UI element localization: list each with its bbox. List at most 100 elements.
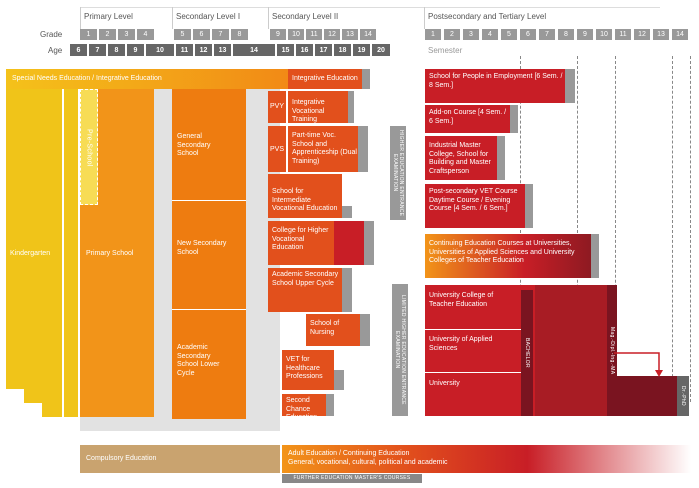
- semester-cell: 10: [596, 29, 612, 40]
- integrative-vt-label: Integrative Vocational Training: [292, 99, 325, 123]
- secondary-divider: [172, 309, 246, 310]
- new-secondary-text: New Secondary School: [177, 240, 227, 256]
- age-row: 6 7 8 9 10 11 12 13 14 15 16 17 18 19 20: [70, 44, 390, 56]
- arrow-icon: [614, 352, 663, 377]
- university-area-dark: [535, 285, 607, 416]
- level-divider: [424, 7, 425, 29]
- level-secondary1: Secondary Level I: [176, 12, 241, 21]
- integrative-vt-block: Integrative Vocational Training: [288, 91, 348, 123]
- intermediate-voc-block: School for Intermediate Vocational Educa…: [268, 174, 342, 218]
- age-cell: 11: [176, 44, 193, 56]
- semester-cell: 13: [653, 29, 669, 40]
- school-nursing-label: School of Nursing: [310, 320, 340, 336]
- grade-cell: 7: [212, 29, 229, 40]
- age-cell: 14: [233, 44, 275, 56]
- semester-cell: 2: [444, 29, 460, 40]
- second-chance-block: Second Chance Education: [282, 394, 326, 421]
- add-on-end: [510, 105, 518, 133]
- header-line: [80, 7, 660, 8]
- age-cell: 10: [146, 44, 174, 56]
- semester-cell: 4: [482, 29, 498, 40]
- school-people-employment-label: School for People in Employment [6 Sem. …: [429, 73, 563, 89]
- grade-cell: 5: [174, 29, 191, 40]
- higher-edu-exam-bar: HIGHER EDUCATION ENTRANCE EXAMINATION: [390, 126, 406, 220]
- special-needs-label: Special Needs Education / Integrative Ed…: [12, 75, 162, 82]
- secondary-divider: [172, 200, 246, 201]
- uni-divider: [425, 372, 521, 373]
- semester-guide: [690, 56, 691, 402]
- postsec-vet-block: Post-secondary VET Course Daytime Course…: [425, 184, 525, 228]
- grade-row-secondary1: 5 6 7 8: [174, 29, 248, 40]
- integrative-edu-end: [362, 69, 370, 89]
- grade-cell: 10: [288, 29, 304, 40]
- integrative-edu-block: Integrative Education: [288, 69, 362, 89]
- kindergarten-step: [24, 389, 62, 403]
- age-cell: 9: [127, 44, 144, 56]
- semester-guide: [520, 56, 521, 402]
- level-divider: [172, 7, 173, 29]
- university-label: University: [429, 380, 460, 387]
- semester-cell: 9: [577, 29, 593, 40]
- grade-cell: 14: [360, 29, 376, 40]
- college-higher-voc-label: College for Higher Vocational Education: [272, 227, 329, 251]
- continuing-edu-end: [591, 234, 599, 278]
- college-higher-voc-block: College for Higher Vocational Education: [268, 221, 334, 265]
- intermediate-voc-end: [342, 206, 352, 218]
- continuing-edu-label: Continuing Education Courses at Universi…: [429, 240, 575, 264]
- part-time-label: Part-time Voc. School and Apprenticeship…: [292, 132, 357, 165]
- primary-strip: [64, 89, 78, 417]
- add-on-block: Add-on Course [4 Sem. / 6 Sem.]: [425, 105, 510, 133]
- academic-upper-label: Academic Secondary School Upper Cycle: [272, 271, 339, 287]
- semester-guide: [615, 56, 616, 402]
- semester-cell: 7: [539, 29, 555, 40]
- academic-upper-end: [342, 268, 352, 312]
- uni-applied-sciences-label: University of Applied Sciences: [429, 336, 493, 352]
- general-secondary-text: General Secondary School: [177, 133, 211, 157]
- pvy-label: PVY: [270, 103, 285, 110]
- level-divider: [80, 7, 81, 29]
- level-tertiary: Postsecondary and Tertiary Level: [428, 12, 547, 21]
- master-label: Mag.-Dipl.-Ing.-MA: [609, 326, 615, 375]
- age-cell: 20: [372, 44, 390, 56]
- age-cell: 16: [296, 44, 313, 56]
- postsec-vet-label: Post-secondary VET Course Daytime Course…: [429, 188, 518, 212]
- semester-cell: 12: [634, 29, 650, 40]
- second-chance-label: Second Chance Education: [286, 397, 318, 421]
- grade-cell: 4: [137, 29, 154, 40]
- pvs-block: PVS: [268, 126, 286, 172]
- special-needs-bar: Special Needs Education / Integrative Ed…: [6, 69, 288, 89]
- vet-healthcare-block: VET for Healthcare Professions: [282, 350, 334, 390]
- uni-college-teacher-label: University College of Teacher Education: [429, 292, 494, 308]
- phd-label: Dr.-PhD: [680, 386, 686, 406]
- grade-cell: 2: [99, 29, 116, 40]
- add-on-label: Add-on Course [4 Sem. / 6 Sem.]: [429, 109, 507, 125]
- industrial-master-end: [497, 136, 505, 180]
- semester-cell: 5: [501, 29, 517, 40]
- higher-edu-exam-label: HIGHER EDUCATION ENTRANCE EXAMINATION: [392, 129, 404, 217]
- semester-label: Semester: [428, 46, 463, 55]
- phd-bar: Dr.-PhD: [677, 376, 689, 416]
- kindergarten-label: Kindergarten: [10, 250, 51, 257]
- academic-upper-block: Academic Secondary School Upper Cycle: [268, 268, 342, 312]
- grade-label: Grade: [40, 30, 63, 39]
- semester-cell: 14: [672, 29, 688, 40]
- grade-cell: 11: [306, 29, 322, 40]
- bachelor-bar: BACHELOR: [521, 290, 533, 416]
- compulsory-bar: Compulsory Education: [80, 445, 280, 473]
- school-people-employment-end: [565, 69, 575, 103]
- integrative-vt-end: [348, 91, 354, 123]
- semester-cell: 8: [558, 29, 574, 40]
- special-needs-sec: [172, 89, 246, 419]
- age-cell: 6: [70, 44, 87, 56]
- academic-lower-label: Academic Secondary School Lower Cycle: [177, 344, 220, 377]
- school-nursing-end: [360, 314, 370, 346]
- compulsory-label: Compulsory Education: [86, 455, 157, 462]
- age-cell: 18: [334, 44, 351, 56]
- age-cell: 12: [195, 44, 212, 56]
- grade-cell: 9: [270, 29, 286, 40]
- kindergarten-step: [42, 403, 62, 417]
- part-time-end: [358, 126, 368, 172]
- adult-edu-subtitle: General, vocational, cultural, political…: [288, 458, 448, 466]
- bachelor-label: BACHELOR: [524, 338, 530, 368]
- uni-divider: [425, 329, 521, 330]
